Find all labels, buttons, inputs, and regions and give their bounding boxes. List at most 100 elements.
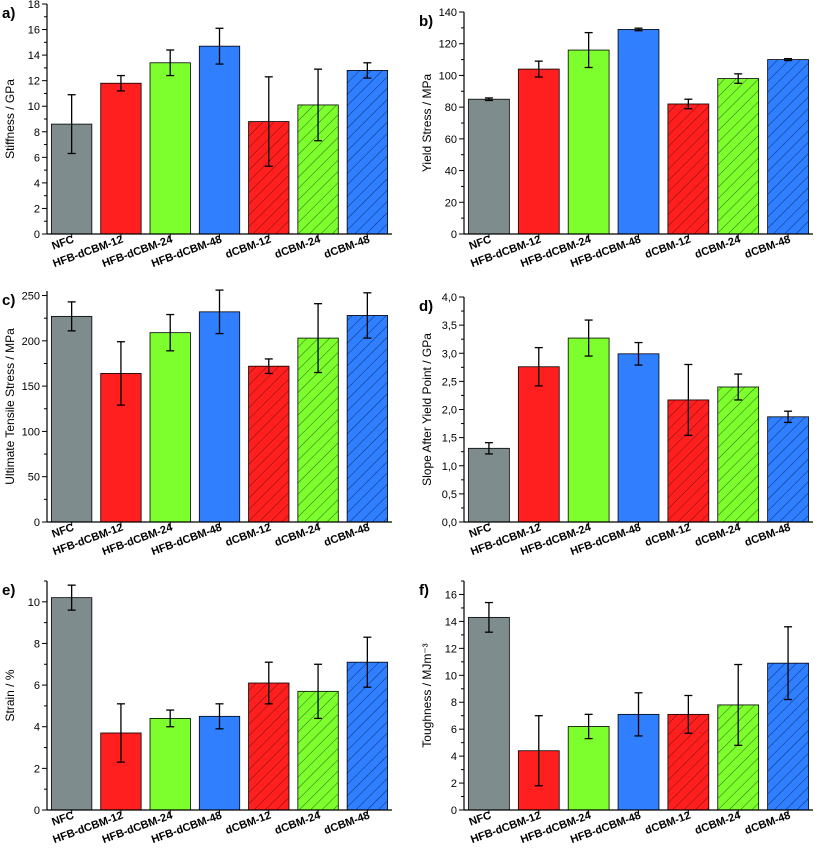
category-label: dCBM-48 [322,810,371,838]
panel-b: b)Yield Stress / MPa020406080100120140NF… [419,7,813,270]
category-label: dCBM-12 [224,810,273,838]
y-tick-label: 200 [22,336,40,348]
y-tick-label: 4,0 [442,292,457,304]
y-tick-label: 2 [34,203,40,215]
panel-label: b) [419,13,433,30]
y-tick-label: 140 [439,7,457,19]
category-label: dCBM-12 [224,234,273,262]
y-tick-label: 4 [34,178,40,190]
y-tick-label: 20 [445,197,457,209]
y-tick-label: 8 [34,127,40,139]
y-tick-label: 120 [439,39,457,51]
y-tick-label: 250 [22,291,40,303]
y-axis-label: Slope After Yield Point / GPa [420,333,434,486]
y-tick-label: 6 [451,724,457,736]
bar [617,353,660,523]
y-tick-label: 60 [445,134,457,146]
bar [198,715,241,811]
y-tick-label: 0 [34,805,40,817]
bar [517,68,560,235]
category-label: dCBM-24 [273,521,323,549]
y-tick-label: 8 [34,638,40,650]
panel-e: e)Strain / %0246810NFCHFB-dCBM-12HFB-dCB… [2,580,392,846]
bar [567,726,610,811]
y-tick-label: 10 [28,597,40,609]
bar [468,98,510,235]
y-tick-label: 150 [22,381,40,393]
y-tick-label: 3,0 [442,348,457,360]
bar [468,616,510,811]
panel-label: d) [419,298,433,315]
y-tick-label: 2 [451,778,457,790]
bar [567,49,610,235]
panel-a: a)Stiffness / GPa024681012141618NFCHFB-d… [2,0,392,270]
y-tick-label: 1,5 [442,433,457,445]
bar [149,62,191,235]
y-tick-label: 0,0 [442,517,457,529]
y-axis-label: Yield Stress / MPa [420,74,434,173]
bar [617,29,660,235]
panel-label: a) [2,5,15,22]
bar [767,59,809,235]
category-label: dCBM-48 [743,810,792,838]
bar [346,70,388,235]
bar [717,78,760,235]
y-tick-label: 80 [445,102,457,114]
y-tick-label: 12 [445,643,457,655]
y-tick-label: 50 [28,472,40,484]
bar [149,718,191,811]
category-label: dCBM-12 [224,522,273,550]
category-label: dCBM-48 [322,522,371,550]
y-tick-label: 14 [445,616,457,628]
y-tick-label: 2,0 [442,405,457,417]
y-tick-label: 6 [34,152,40,164]
category-label: dCBM-12 [643,522,692,550]
category-label: dCBM-24 [693,233,743,261]
panel-f: f)Toughness / MJm⁻³0246810121416NFCHFB-d… [419,580,813,846]
y-tick-label: 18 [28,0,40,11]
y-axis-label: Toughness / MJm⁻³ [420,643,434,747]
bar [51,315,93,523]
bar [717,386,760,523]
y-tick-label: 2,5 [442,376,457,388]
category-label: dCBM-24 [273,233,323,261]
y-axis-label: Strain / % [3,669,17,721]
y-tick-label: 6 [34,680,40,692]
y-tick-label: 8 [451,697,457,709]
y-tick-label: 14 [28,50,40,62]
y-tick-label: 1,0 [442,461,457,473]
bar [667,103,710,235]
y-tick-label: 10 [445,670,457,682]
y-tick-label: 40 [445,166,457,178]
y-tick-label: 4 [451,751,457,763]
y-axis-label: Stiffness / GPa [3,79,17,159]
panel-label: f) [419,582,429,599]
category-label: dCBM-12 [643,234,692,262]
bar [100,82,142,235]
category-label: dCBM-12 [643,810,692,838]
y-tick-label: 0 [451,229,457,241]
y-tick-label: 100 [439,70,457,82]
y-tick-label: 0 [451,805,457,817]
y-tick-label: 3,5 [442,320,457,332]
category-label: dCBM-48 [322,234,371,262]
y-tick-label: 0 [34,517,40,529]
y-tick-label: 16 [445,589,457,601]
panel-label: e) [2,582,15,599]
category-label: dCBM-48 [743,522,792,550]
bar [198,45,241,235]
y-tick-label: 0 [34,229,40,241]
panel-d: d) Slope After Yield Point / GPa 0,0 0,5 1,0… [419,292,813,558]
y-axis-label: Ultimate Tensile Stress / MPa [3,328,17,485]
y-tick-label: 16 [28,25,40,37]
y-tick-label: 12 [28,76,40,88]
panel-label: c) [2,292,15,309]
panel-c: c) Ultimate Tensile Stress / MPa 0 50 100 150… [2,289,392,558]
bar [198,311,241,523]
bar [149,332,191,523]
bar [248,365,290,523]
bar [51,597,93,811]
category-label: dCBM-24 [693,809,743,837]
y-tick-label: 4 [34,722,40,734]
